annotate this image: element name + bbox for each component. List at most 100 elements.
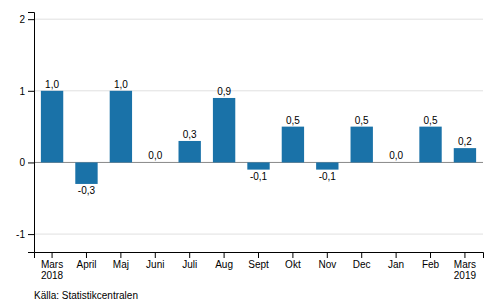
x-tick-label-line: Maj — [113, 259, 129, 270]
y-tick: 1 — [19, 86, 34, 97]
grid-line — [34, 19, 483, 20]
x-tick-label: Mars2018 — [41, 259, 64, 281]
bar — [316, 162, 338, 169]
annotation: Källa: Statistikcentralen — [34, 290, 138, 301]
x-tick-mark — [292, 252, 293, 258]
data-labels: 1,0 -0,3 1,0 0,0 0,3 0,9 -0,1 0,5 -0,1 0,5 0,0 0,5 0… — [45, 79, 472, 196]
x-tick-label-line: Jan — [388, 259, 404, 270]
y-axis: -1 0 1 2 — [16, 13, 34, 253]
x-tick-label: Maj — [113, 259, 129, 270]
x-tick-mark — [464, 252, 465, 258]
x-tick-label: Jan — [388, 259, 404, 270]
y-tick-label: -1 — [16, 229, 25, 240]
bars — [41, 91, 476, 184]
x-tick-mark — [120, 252, 121, 258]
y-tick-label: 1 — [19, 86, 25, 97]
bar — [385, 162, 407, 163]
x-tick: Mars2018 — [41, 252, 64, 281]
bar — [282, 127, 304, 163]
y-tick-mark — [28, 162, 34, 163]
x-tick: Maj — [113, 252, 129, 270]
x-tick-label: Juni — [146, 259, 164, 270]
data-label: 1,0 — [114, 79, 128, 90]
bar — [144, 162, 166, 163]
x-tick-label: Nov — [318, 259, 336, 270]
bar — [75, 162, 97, 183]
y-tick: 2 — [19, 14, 34, 25]
data-label: -0,3 — [78, 185, 96, 196]
x-tick-mark — [396, 252, 397, 258]
bar — [110, 91, 132, 163]
x-tick-mark — [430, 252, 431, 258]
x-tick: April — [76, 252, 96, 270]
x-tick-label-line: Feb — [422, 259, 440, 270]
x-tick: Okt — [285, 252, 301, 270]
data-label: -0,1 — [319, 171, 337, 182]
x-tick-label-line: April — [76, 259, 96, 270]
y-tick: -1 — [16, 229, 34, 240]
data-label: 0,5 — [424, 115, 438, 126]
grid-line — [34, 90, 483, 91]
x-tick-label: Sept — [248, 259, 269, 270]
x-tick-mark — [224, 252, 225, 258]
bar — [213, 98, 235, 162]
x-tick-label: April — [76, 259, 96, 270]
y-tick-label: 2 — [19, 14, 25, 25]
x-tick-label: Mars2019 — [454, 259, 477, 281]
grid — [34, 19, 483, 234]
data-label: 0,9 — [217, 86, 231, 97]
data-label: 0,5 — [355, 115, 369, 126]
x-tick-mark — [189, 252, 190, 258]
y-tick-mark — [28, 234, 34, 235]
x-axis-line — [35, 253, 484, 259]
x-tick: Mars2019 — [454, 252, 477, 281]
x-tick-mark — [258, 252, 259, 258]
data-label: -0,1 — [250, 171, 268, 182]
data-label: 0,5 — [286, 115, 300, 126]
x-tick-mark — [327, 252, 328, 258]
bar — [419, 127, 441, 163]
x-tick: Nov — [318, 252, 336, 270]
data-label: 0,3 — [183, 129, 197, 140]
x-tick-label-line: Nov — [318, 259, 336, 270]
data-label: 1,0 — [45, 79, 59, 90]
x-tick-label-line: Juli — [182, 259, 197, 270]
x-tick-label-line: 2018 — [41, 270, 64, 281]
x-tick: Aug — [215, 252, 233, 270]
x-tick-label-line: Juni — [146, 259, 164, 270]
bar — [179, 141, 201, 162]
y-tick-label: 0 — [19, 157, 25, 168]
data-label: 0,0 — [148, 150, 162, 161]
x-tick: Feb — [422, 252, 440, 270]
x-tick-label: Feb — [422, 259, 440, 270]
x-tick-mark — [155, 252, 156, 258]
x-tick-label: Okt — [285, 259, 301, 270]
plot: 1,0 -0,3 1,0 0,0 0,3 0,9 -0,1 0,5 -0,1 0,5 0,0 0,5 0… — [16, 13, 483, 282]
x-tick-mark — [86, 252, 87, 258]
x-tick-label-line: Mars — [454, 259, 476, 270]
y-axis-line — [28, 13, 35, 253]
y-tick: 0 — [19, 157, 34, 168]
bar — [351, 127, 373, 163]
x-tick-label: Aug — [215, 259, 233, 270]
data-label: 0,0 — [389, 150, 403, 161]
x-tick-mark — [52, 252, 53, 258]
x-tick: Sept — [248, 252, 269, 270]
chart-svg: 1,0 -0,3 1,0 0,0 0,3 0,9 -0,1 0,5 -0,1 0,5 0,0 0,5 0… — [0, 0, 493, 304]
data-label: 0,2 — [458, 136, 472, 147]
x-axis: Mars2018AprilMajJuniJuliAugSeptOktNovDec… — [35, 252, 484, 281]
x-tick-label-line: Dec — [353, 259, 371, 270]
x-tick-label-line: Okt — [285, 259, 301, 270]
x-tick-mark — [361, 252, 362, 258]
x-tick: Dec — [353, 252, 371, 270]
y-tick-mark — [28, 19, 34, 20]
x-tick: Jan — [388, 252, 404, 270]
grid-line — [34, 234, 483, 235]
x-tick-label-line: Sept — [248, 259, 269, 270]
x-tick-label: Dec — [353, 259, 371, 270]
y-tick-mark — [28, 91, 34, 92]
x-tick-label-line: 2019 — [454, 270, 477, 281]
x-tick-label-line: Aug — [215, 259, 233, 270]
bar — [247, 162, 269, 169]
x-tick-label-line: Mars — [41, 259, 63, 270]
